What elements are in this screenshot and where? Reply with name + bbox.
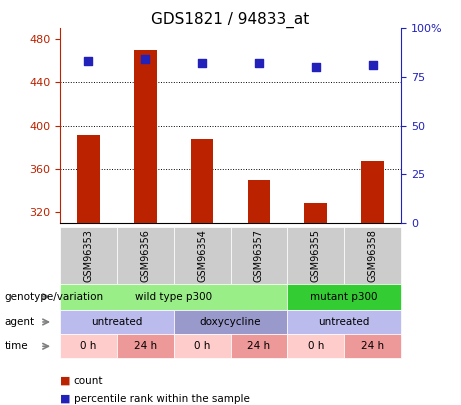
Text: GSM96355: GSM96355 [311,229,321,281]
Text: 0 h: 0 h [307,341,324,351]
Text: mutant p300: mutant p300 [310,292,378,302]
Text: genotype/variation: genotype/variation [5,292,104,302]
Bar [134,50,157,223]
Text: ■: ■ [60,394,71,404]
Text: 24 h: 24 h [361,341,384,351]
Text: GSM96356: GSM96356 [140,229,150,281]
Bar [191,139,213,223]
Text: doxycycline: doxycycline [200,317,261,327]
Text: 24 h: 24 h [134,341,157,351]
Point [369,62,376,68]
Bar [77,135,100,223]
Point [255,60,263,66]
Text: GSM96358: GSM96358 [367,229,378,281]
Text: count: count [74,376,103,386]
Text: 24 h: 24 h [248,341,271,351]
Text: GDS1821 / 94833_at: GDS1821 / 94833_at [151,12,310,28]
Point [312,64,319,70]
Bar [361,161,384,223]
Text: 0 h: 0 h [194,341,210,351]
Text: untreated: untreated [319,317,370,327]
Text: 0 h: 0 h [80,341,96,351]
Text: untreated: untreated [91,317,142,327]
Text: GSM96354: GSM96354 [197,229,207,281]
Text: agent: agent [5,317,35,327]
Text: percentile rank within the sample: percentile rank within the sample [74,394,250,404]
Text: ■: ■ [60,376,71,386]
Point [198,60,206,66]
Bar [304,203,327,223]
Point [85,58,92,65]
Bar [248,179,270,223]
Text: GSM96357: GSM96357 [254,229,264,281]
Text: wild type p300: wild type p300 [135,292,212,302]
Point [142,56,149,63]
Text: GSM96353: GSM96353 [83,229,94,281]
Text: time: time [5,341,28,351]
